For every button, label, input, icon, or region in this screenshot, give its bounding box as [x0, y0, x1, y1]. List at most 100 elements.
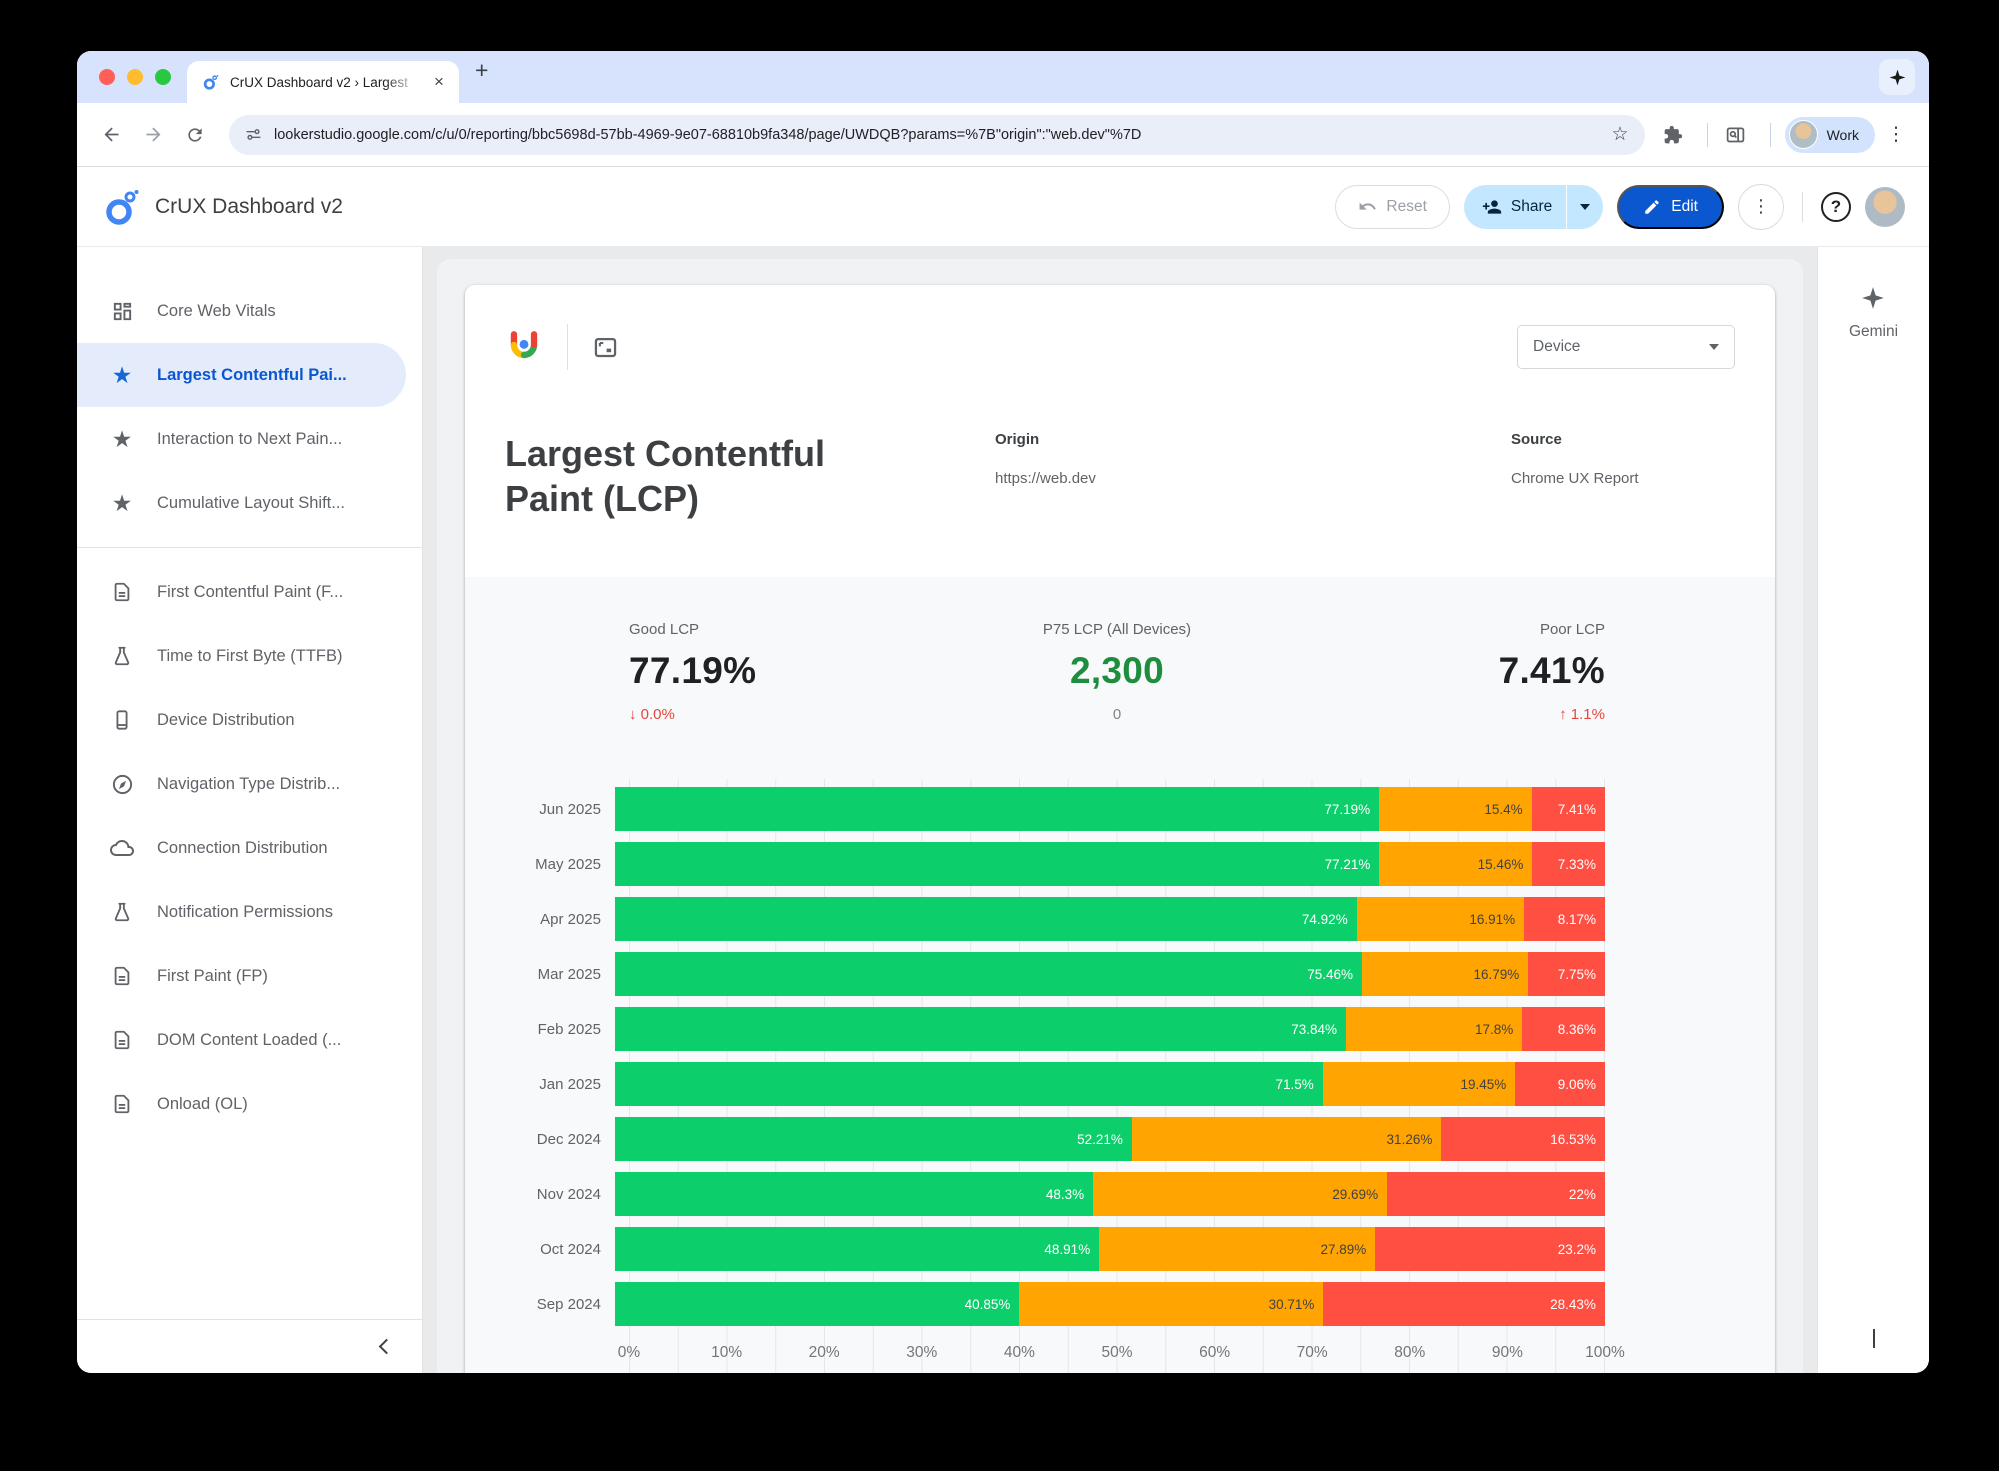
sidebar-item-dom-content-loaded[interactable]: DOM Content Loaded (... — [77, 1008, 422, 1072]
axis-tick-label: 0% — [617, 1344, 641, 1361]
bar-segment-good[interactable]: 48.3% — [615, 1172, 1094, 1216]
toolbar-divider — [1706, 122, 1708, 147]
poor-lcp-value: 7.41% — [1498, 650, 1605, 691]
panel-footer — [1872, 1329, 1875, 1348]
bar-segment-poor[interactable]: 28.43% — [1323, 1282, 1605, 1326]
bar-segment-needs-improvement[interactable]: 17.8% — [1346, 1007, 1523, 1051]
extensions-icon[interactable] — [1655, 117, 1691, 153]
presentation-frame-icon[interactable] — [592, 334, 619, 361]
edit-label: Edit — [1671, 197, 1698, 215]
sidebar-item-connection-distribution[interactable]: Connection Distribution — [77, 816, 422, 880]
side-panel-search-icon[interactable] — [1718, 117, 1754, 153]
bar-segment-needs-improvement[interactable]: 31.26% — [1131, 1117, 1442, 1161]
share-button[interactable]: Share — [1464, 185, 1566, 229]
pencil-icon — [1643, 198, 1661, 216]
account-avatar[interactable] — [1865, 186, 1905, 227]
bar-segment-good[interactable]: 77.19% — [615, 787, 1380, 831]
bar-segment-needs-improvement[interactable]: 16.79% — [1362, 952, 1529, 996]
bar-segment-needs-improvement[interactable]: 30.71% — [1019, 1282, 1324, 1326]
maximize-window-button[interactable] — [155, 69, 171, 85]
device-filter-dropdown[interactable]: Device — [1517, 325, 1735, 369]
collapse-panel-chevron-right-icon[interactable] — [1872, 1329, 1875, 1348]
sidebar-item-label: Connection Distribution — [157, 838, 328, 857]
bar-segment-poor[interactable]: 7.75% — [1528, 952, 1605, 996]
sidebar-item-notification-permissions[interactable]: Notification Permissions — [77, 880, 422, 944]
phone-icon — [109, 709, 135, 731]
axis-tick-label: 20% — [808, 1344, 840, 1361]
origin-label: Origin — [995, 431, 1040, 448]
bar-segment-needs-improvement[interactable]: 27.89% — [1099, 1227, 1376, 1271]
profile-chip[interactable]: Work — [1784, 116, 1875, 153]
reset-button[interactable]: Reset — [1335, 184, 1450, 229]
bar-row: Sep 2024 40.85% 30.71% 28.43% — [495, 1282, 1605, 1326]
reload-button[interactable] — [177, 117, 213, 153]
bar-segment-good[interactable]: 75.46% — [615, 952, 1363, 996]
bar-segment-good[interactable]: 77.21% — [615, 842, 1380, 886]
document-icon — [109, 965, 135, 987]
avatar — [1788, 120, 1818, 149]
bar-segment-good[interactable]: 74.92% — [615, 897, 1357, 941]
collapse-sidebar-chevron-left-icon[interactable] — [378, 1338, 395, 1355]
site-settings-tune-icon[interactable] — [245, 126, 262, 143]
cloud-icon — [109, 836, 135, 860]
sidebar-item-time-to-first-byte[interactable]: Time to First Byte (TTFB) — [77, 624, 422, 688]
bar-segment-needs-improvement[interactable]: 29.69% — [1093, 1172, 1388, 1216]
axis-tick-label: 70% — [1296, 1344, 1328, 1361]
minimize-window-button[interactable] — [127, 69, 143, 85]
address-bar[interactable]: lookerstudio.google.com/c/u/0/reporting/… — [229, 114, 1645, 155]
bar-segment-poor[interactable]: 8.17% — [1524, 897, 1605, 941]
gemini-button[interactable]: Gemini — [1849, 285, 1898, 341]
tab-close-icon[interactable]: × — [434, 72, 444, 91]
chevron-down-icon — [1580, 203, 1591, 210]
browser-tab[interactable]: CrUX Dashboard v2 › Largest × — [187, 61, 459, 103]
back-button[interactable] — [93, 117, 129, 153]
bar-segment-needs-improvement[interactable]: 16.91% — [1356, 897, 1525, 941]
gemini-sparkle-icon[interactable] — [1879, 59, 1915, 95]
edit-button[interactable]: Edit — [1617, 184, 1724, 229]
axis-tick-label: 40% — [1003, 1344, 1035, 1361]
sidebar-item-navigation-type-distribution[interactable]: Navigation Type Distrib... — [77, 752, 422, 816]
sidebar-item-first-contentful-paint[interactable]: First Contentful Paint (F... — [77, 560, 422, 624]
bookmark-star-icon[interactable]: ☆ — [1611, 124, 1629, 145]
sidebar-item-onload[interactable]: Onload (OL) — [77, 1072, 422, 1136]
bar-segment-poor[interactable]: 7.33% — [1532, 842, 1605, 886]
browser-menu-kebab-icon[interactable]: ⋮ — [1886, 124, 1906, 145]
poor-lcp-label: Poor LCP — [1539, 621, 1605, 638]
sidebar-item-interaction-to-next-paint[interactable]: ★ Interaction to Next Pain... — [77, 407, 422, 471]
bar-segment-good[interactable]: 40.85% — [615, 1282, 1020, 1326]
bar-segment-good[interactable]: 71.5% — [615, 1062, 1323, 1106]
bar-segment-poor[interactable]: 23.2% — [1375, 1227, 1605, 1271]
sidebar-item-device-distribution[interactable]: Device Distribution — [77, 688, 422, 752]
sidebar-item-first-paint[interactable]: First Paint (FP) — [77, 944, 422, 1008]
bar-segment-poor[interactable]: 7.41% — [1531, 787, 1605, 831]
bar-segment-good[interactable]: 73.84% — [615, 1007, 1347, 1051]
more-options-kebab-icon[interactable]: ⋮ — [1738, 183, 1784, 230]
sidebar-item-cumulative-layout-shift[interactable]: ★ Cumulative Layout Shift... — [77, 471, 422, 535]
url-text[interactable]: lookerstudio.google.com/c/u/0/reporting/… — [274, 126, 1142, 143]
sidebar-item-label: Onload (OL) — [157, 1094, 248, 1113]
bar-segment-needs-improvement[interactable]: 15.46% — [1379, 842, 1533, 886]
flask-icon — [109, 901, 135, 923]
share-dropdown-button[interactable] — [1567, 185, 1603, 229]
bar-segment-poor[interactable]: 16.53% — [1441, 1117, 1605, 1161]
bar-segment-good[interactable]: 52.21% — [615, 1117, 1132, 1161]
document-icon — [109, 581, 135, 603]
bar-row-label: Dec 2024 — [536, 1130, 601, 1148]
star-icon: ★ — [111, 489, 133, 516]
bar-segment-needs-improvement[interactable]: 15.4% — [1379, 787, 1532, 831]
bar-track: 77.19% 15.4% 7.41% — [615, 787, 1605, 831]
bar-segment-poor[interactable]: 8.36% — [1522, 1007, 1605, 1051]
help-icon[interactable]: ? — [1821, 191, 1851, 222]
sidebar-item-core-web-vitals[interactable]: Core Web Vitals — [77, 279, 422, 343]
report-pages-sidebar: Core Web Vitals ★ Largest Contentful Pai… — [77, 247, 423, 1373]
sidebar-item-largest-contentful-paint[interactable]: ★ Largest Contentful Pai... — [77, 343, 406, 407]
new-tab-button[interactable]: + — [475, 56, 489, 83]
bar-track: 48.3% 29.69% 22% — [615, 1172, 1605, 1216]
bar-segment-good[interactable]: 48.91% — [615, 1227, 1100, 1271]
bar-segment-poor[interactable]: 22% — [1387, 1172, 1605, 1216]
bar-row-label: May 2025 — [535, 855, 601, 873]
close-window-button[interactable] — [99, 69, 115, 85]
bar-segment-poor[interactable]: 9.06% — [1515, 1062, 1605, 1106]
forward-button[interactable] — [135, 117, 171, 153]
bar-segment-needs-improvement[interactable]: 19.45% — [1322, 1062, 1516, 1106]
